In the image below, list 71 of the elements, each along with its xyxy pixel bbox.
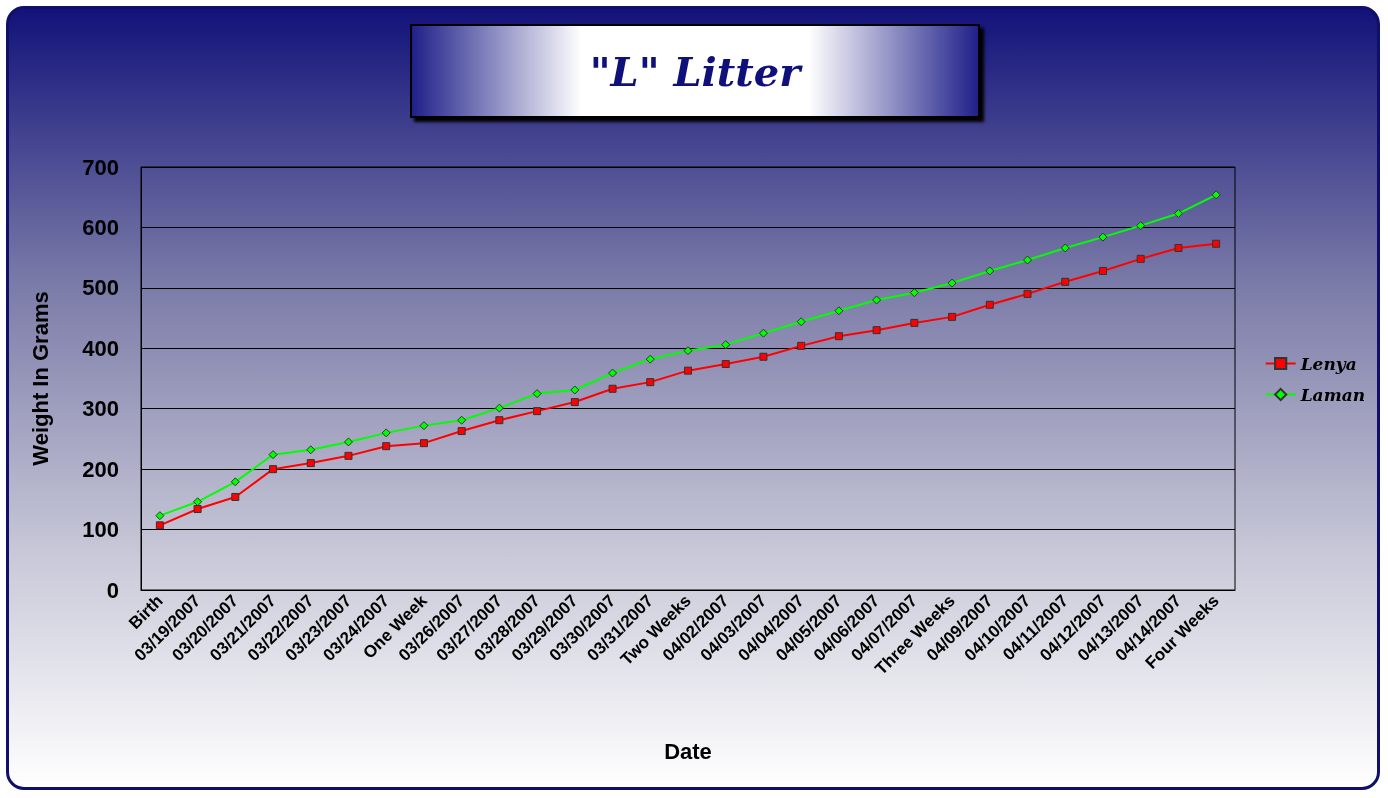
point (608, 384, 617, 393)
point (834, 332, 843, 341)
point (306, 459, 315, 468)
point (1174, 243, 1183, 252)
point (759, 352, 768, 361)
point (155, 521, 164, 530)
point (268, 450, 278, 460)
y-tick-label: 100 (82, 517, 119, 543)
point (721, 360, 730, 368)
point (909, 288, 919, 298)
point (872, 326, 881, 335)
y-tick-label: 700 (82, 154, 119, 180)
legend-label: Laman (1299, 384, 1366, 405)
point (494, 403, 504, 413)
point (306, 445, 316, 455)
point (1098, 266, 1107, 275)
point (1023, 255, 1033, 265)
x-axis-title: Date (664, 738, 712, 764)
point (570, 398, 579, 407)
legend-label: Lenya (1299, 353, 1357, 374)
point (721, 340, 731, 350)
y-tick-label: 400 (82, 335, 119, 361)
point (872, 295, 882, 305)
point (155, 511, 165, 521)
point (193, 505, 202, 514)
point (683, 346, 693, 356)
point (684, 366, 692, 375)
point (948, 312, 957, 321)
y-tick-label: 200 (82, 456, 119, 482)
point (1061, 277, 1070, 286)
y-axis-title: Weight In Grams (27, 291, 53, 466)
point (796, 317, 806, 327)
point (1023, 289, 1032, 298)
y-tick-label: 0 (106, 577, 119, 603)
point (343, 437, 353, 447)
point (947, 278, 957, 288)
point (570, 385, 580, 395)
point (646, 378, 655, 387)
point (193, 497, 203, 507)
point (419, 439, 428, 448)
point (608, 368, 618, 378)
point (533, 407, 542, 416)
point (1098, 232, 1108, 242)
point (381, 428, 391, 438)
point (419, 421, 429, 431)
point (834, 306, 844, 316)
point (797, 341, 806, 350)
point (269, 465, 278, 474)
point (382, 442, 391, 451)
point (344, 451, 353, 460)
point (495, 416, 504, 425)
y-tick-label: 500 (82, 275, 119, 301)
point (1136, 221, 1146, 231)
point (532, 389, 542, 399)
point (645, 354, 655, 364)
point (985, 300, 994, 309)
point (231, 492, 240, 501)
point (1136, 254, 1145, 263)
point (230, 477, 240, 487)
point (1060, 243, 1070, 253)
y-tick-label: 300 (82, 396, 119, 422)
point (758, 328, 768, 338)
point (985, 266, 995, 276)
point (457, 427, 466, 436)
point (1212, 239, 1221, 248)
y-tick-label: 600 (82, 214, 119, 240)
point (910, 318, 919, 327)
point (1211, 190, 1221, 200)
point (1173, 209, 1183, 219)
chart-title: "L" Litter (410, 24, 980, 118)
point (457, 415, 467, 425)
